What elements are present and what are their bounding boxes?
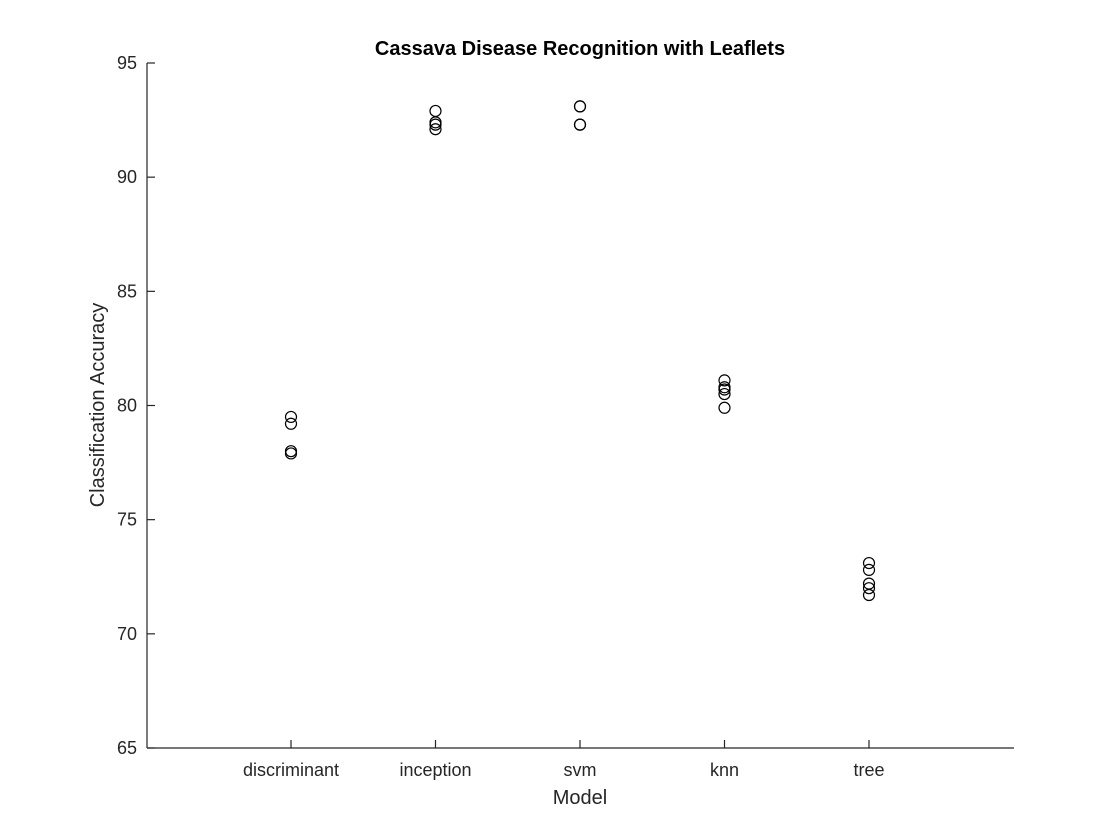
x-tick-label-tree: tree — [853, 760, 884, 780]
y-axis-ticks: 65 70 75 80 85 90 95 — [117, 53, 155, 758]
data-point-discriminant — [284, 447, 298, 460]
data-point-inception — [429, 118, 442, 131]
data-point-discriminant — [284, 410, 298, 424]
data-point-discriminant — [284, 417, 298, 430]
data-points — [284, 100, 876, 602]
y-tick-label: 70 — [117, 624, 137, 644]
y-tick-label: 90 — [117, 167, 137, 187]
data-point-svm — [573, 100, 587, 113]
data-point-svm — [573, 118, 587, 131]
y-axis-label: Classification Accuracy — [87, 303, 109, 508]
x-tick-label-inception: inception — [399, 760, 471, 780]
data-point-knn — [718, 383, 731, 396]
data-point-discriminant — [284, 445, 298, 458]
data-point-inception — [429, 116, 442, 129]
data-point-inception — [429, 104, 442, 118]
data-point-knn — [718, 381, 731, 394]
y-tick-label: 75 — [117, 510, 137, 530]
chart-title: Cassava Disease Recognition with Leaflet… — [375, 38, 785, 60]
y-tick-label: 65 — [117, 738, 137, 758]
data-point-tree — [862, 588, 876, 602]
x-tick-label-knn: knn — [710, 760, 739, 780]
data-point-tree — [862, 556, 876, 570]
data-point-knn — [718, 374, 731, 387]
x-tick-label-discriminant: discriminant — [243, 760, 339, 780]
x-axis-label: Model — [553, 787, 607, 809]
data-point-knn — [718, 401, 731, 414]
data-point-knn — [718, 387, 731, 401]
y-tick-label: 85 — [117, 281, 137, 301]
data-point-tree — [862, 563, 876, 577]
x-tick-label-svm: svm — [564, 760, 597, 780]
y-tick-label: 95 — [117, 53, 137, 73]
data-point-inception — [429, 123, 442, 136]
x-axis-ticks: discriminant inception svm knn tree — [243, 740, 885, 780]
y-tick-label: 80 — [117, 396, 137, 416]
data-point-tree — [862, 582, 876, 595]
